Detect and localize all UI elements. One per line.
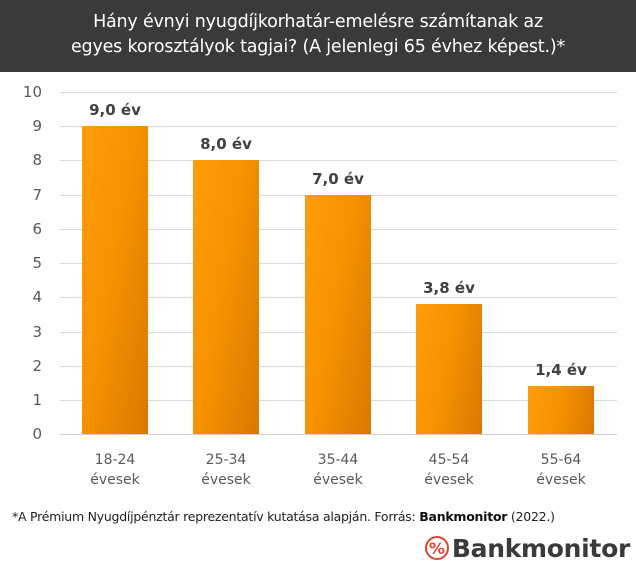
y-tick-label: 10 xyxy=(22,83,42,101)
x-tick-age-range: 25-34 xyxy=(205,452,247,468)
x-tick-age-range: 45-54 xyxy=(428,452,470,468)
x-tick-unit: évesek xyxy=(201,472,251,488)
footnote-text: *A Prémium Nyugdíjpénztár reprezentatív … xyxy=(12,509,420,524)
x-tick-unit: évesek xyxy=(90,472,140,488)
bar-chart: 10 9 8 7 6 5 4 3 2 1 0 9,0 év 8,0 év 7,0… xyxy=(0,72,636,502)
source-name: Bankmonitor xyxy=(419,509,508,524)
y-tick-label: 9 xyxy=(32,117,42,135)
source-footnote: *A Prémium Nyugdíjpénztár reprezentatív … xyxy=(12,509,555,524)
x-tick-unit: évesek xyxy=(313,472,363,488)
x-tick-age-range: 18-24 xyxy=(94,452,136,468)
x-tick-age-range: 55-64 xyxy=(540,452,582,468)
bar-value-label: 9,0 év xyxy=(89,101,141,119)
footnote-year: (2022.) xyxy=(507,509,555,524)
x-tick-label: 45-54 évesek xyxy=(394,450,504,490)
x-tick-unit: évesek xyxy=(536,472,586,488)
x-tick-label: 35-44 évesek xyxy=(283,450,393,490)
chart-title-banner: Hány évnyi nyugdíjkorhatár-emelésre szám… xyxy=(0,0,636,72)
bar-45-54 xyxy=(416,304,482,434)
y-tick-label: 0 xyxy=(32,425,42,443)
chart-title-line-2: egyes korosztályok tagjai? (A jelenlegi … xyxy=(70,37,566,57)
chart-title-line-1: Hány évnyi nyugdíjkorhatár-emelésre szám… xyxy=(93,12,543,32)
bar-55-64 xyxy=(528,386,594,434)
bar-18-24 xyxy=(82,126,148,434)
percent-circle-icon: % xyxy=(424,536,449,560)
y-tick-label: 1 xyxy=(32,391,42,409)
bar-value-label: 1,4 év xyxy=(535,361,587,379)
y-tick-label: 5 xyxy=(32,254,42,272)
gridline-10 xyxy=(60,92,617,93)
y-tick-label: 3 xyxy=(32,323,42,341)
x-tick-label: 18-24 évesek xyxy=(60,450,170,490)
y-tick-label: 7 xyxy=(32,186,42,204)
bar-value-label: 3,8 év xyxy=(423,279,475,297)
gridline-8 xyxy=(60,160,617,161)
logo-wordmark: Bankmonitor xyxy=(451,533,630,563)
y-tick-label: 8 xyxy=(32,151,42,169)
x-tick-label: 55-64 évesek xyxy=(506,450,616,490)
y-tick-label: 4 xyxy=(32,288,42,306)
y-tick-label: 6 xyxy=(32,220,42,238)
x-tick-age-range: 35-44 xyxy=(317,452,359,468)
bar-35-44 xyxy=(305,195,371,434)
y-tick-label: 2 xyxy=(32,357,42,375)
bar-25-34 xyxy=(193,160,259,434)
bar-value-label: 7,0 év xyxy=(312,170,364,188)
bar-value-label: 8,0 év xyxy=(200,135,252,153)
gridline-0 xyxy=(60,434,617,435)
x-tick-label: 25-34 évesek xyxy=(171,450,281,490)
x-tick-unit: évesek xyxy=(424,472,474,488)
bankmonitor-logo: % Bankmonitor xyxy=(424,530,630,566)
gridline-9 xyxy=(60,126,617,127)
